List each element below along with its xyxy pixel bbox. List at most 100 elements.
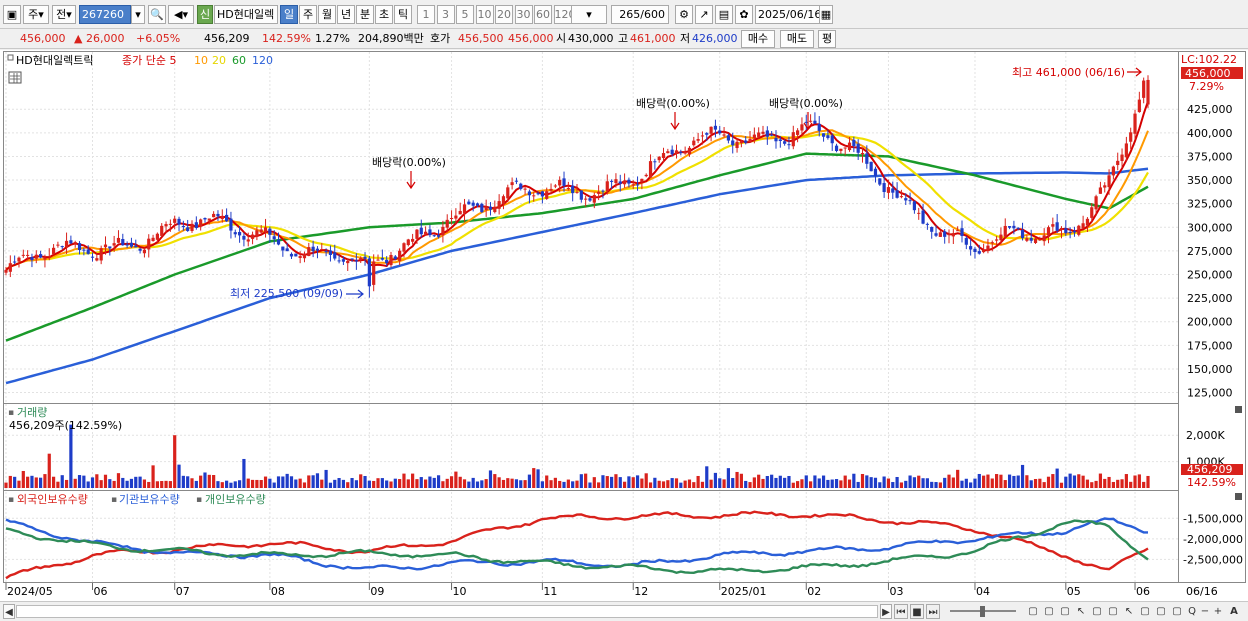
tool-icon-1[interactable]: ▢: [1028, 606, 1038, 617]
sound-icon[interactable]: ◀▾: [168, 5, 194, 24]
sell-button[interactable]: 매도: [780, 30, 814, 48]
volume-bar: [237, 480, 242, 488]
candle-body: [333, 252, 337, 259]
save-icon[interactable]: ▤: [715, 5, 733, 24]
interval-button-10[interactable]: 10: [475, 5, 494, 24]
volume-bar: [423, 479, 428, 488]
count-field[interactable]: 265/600: [611, 5, 669, 24]
interval-dropdown[interactable]: ▾: [571, 5, 607, 24]
candle-body: [242, 235, 246, 240]
prev-button[interactable]: 전▾: [52, 5, 76, 24]
interval-button-5[interactable]: 5: [456, 5, 474, 24]
candle-body: [930, 226, 934, 232]
candle-body: [51, 247, 56, 254]
timeframe-tab-6[interactable]: 틱: [394, 5, 412, 24]
volume-bar: [30, 475, 34, 488]
zoom-out-icon[interactable]: −: [1200, 606, 1210, 617]
interval-button-3[interactable]: 3: [436, 5, 455, 24]
candle-body: [225, 214, 229, 222]
indicator-icon[interactable]: ⚙: [675, 5, 693, 24]
date-field[interactable]: 2025/06/16: [755, 5, 833, 24]
last-price-box: [1181, 67, 1243, 79]
volume-bar: [190, 478, 194, 488]
candle-body: [445, 219, 449, 228]
tool-icon-5[interactable]: ▢: [1092, 606, 1102, 617]
tool-icon-9[interactable]: ▢: [1156, 606, 1166, 617]
period-select[interactable]: 주▾: [23, 5, 49, 24]
volume-bar: [999, 474, 1003, 488]
interval-button-20[interactable]: 20: [495, 5, 513, 24]
zoom-in-icon[interactable]: +: [1213, 606, 1223, 617]
settings-icon[interactable]: ✿: [735, 5, 753, 24]
code-dropdown[interactable]: ▾: [131, 5, 145, 24]
first-icon[interactable]: ⏮: [894, 604, 908, 619]
candle-body: [960, 228, 964, 237]
candle-body: [13, 261, 17, 263]
volume-bar: [847, 479, 852, 488]
interval-button-30[interactable]: 30: [514, 5, 533, 24]
timeframe-tab-3[interactable]: 년: [337, 5, 355, 24]
candle-body: [406, 239, 410, 246]
code-input[interactable]: 267260: [79, 5, 131, 24]
volume-bar: [164, 480, 168, 488]
scroll-track[interactable]: [16, 605, 878, 618]
timeframe-tab-2[interactable]: 월: [318, 5, 336, 24]
scroll-right-icon[interactable]: ▶: [880, 604, 892, 619]
last-icon[interactable]: ⏭: [926, 604, 940, 619]
candle-body: [1046, 227, 1051, 236]
volume-panel-close-icon[interactable]: [1235, 406, 1242, 413]
candle-body: [199, 219, 203, 227]
search-icon[interactable]: 🔍: [148, 5, 166, 24]
timeframe-tab-4[interactable]: 분: [356, 5, 374, 24]
candle-body: [588, 198, 592, 201]
stock-name[interactable]: HD현대일렉: [214, 5, 278, 24]
tool-icon-2[interactable]: ▢: [1044, 606, 1054, 617]
timeframe-tab-1[interactable]: 주: [299, 5, 317, 24]
timeframe-tab-0[interactable]: 일: [280, 5, 298, 24]
candle-body: [631, 184, 635, 186]
tool-icon-3[interactable]: ▢: [1060, 606, 1070, 617]
candle-body: [272, 236, 276, 240]
interval-button-120[interactable]: 120: [553, 5, 572, 24]
candle-body: [947, 234, 951, 236]
volume-bar: [1124, 474, 1128, 488]
tool-icon-8[interactable]: ▢: [1140, 606, 1150, 617]
layout-icon[interactable]: ▣: [3, 5, 21, 24]
holdings-panel-close-icon[interactable]: [1235, 493, 1242, 500]
volume-bar: [177, 464, 181, 488]
new-badge[interactable]: 신: [197, 5, 213, 24]
chart-area[interactable]: 125,000 150,000 175,000 200,000 225,000 250,0…: [0, 50, 1248, 601]
volume-bar: [475, 481, 480, 488]
candle-body: [177, 218, 181, 225]
candle-body: [886, 187, 891, 193]
tool-icon-4[interactable]: ↖: [1076, 606, 1086, 617]
zoom-slider-handle[interactable]: [980, 606, 985, 617]
candle-body: [315, 248, 320, 251]
table-icon[interactable]: [8, 71, 22, 84]
auto-icon[interactable]: A: [1230, 606, 1238, 617]
chart-background: [0, 50, 1248, 601]
tool-icon-6[interactable]: ▢: [1108, 606, 1118, 617]
interval-button-60[interactable]: 60: [534, 5, 552, 24]
draw-icon[interactable]: ↗: [695, 5, 713, 24]
calendar-icon[interactable]: ▦: [819, 5, 833, 24]
volume-bar: [510, 478, 514, 488]
scroll-left-icon[interactable]: ◀: [3, 604, 15, 619]
tool-icon-7[interactable]: ↖: [1124, 606, 1134, 617]
search-zoom-icon[interactable]: Q: [1188, 606, 1196, 617]
volume-bar: [791, 482, 795, 488]
interval-button-1[interactable]: 1: [417, 5, 435, 24]
buy-button[interactable]: 매수: [741, 30, 775, 48]
legend-ma10: 10: [194, 54, 208, 67]
volume-bar: [324, 469, 328, 488]
code-text: 267260: [82, 8, 124, 21]
eval-button[interactable]: 평: [818, 30, 836, 48]
stop-icon[interactable]: ■: [910, 604, 924, 619]
volume-bar: [285, 473, 289, 488]
tool-icon-10[interactable]: ▢: [1172, 606, 1182, 617]
candle-body: [1020, 229, 1025, 239]
candle-body: [1003, 225, 1007, 237]
volume-bar: [73, 478, 77, 488]
candle-body: [813, 120, 817, 124]
timeframe-tab-5[interactable]: 초: [375, 5, 393, 24]
